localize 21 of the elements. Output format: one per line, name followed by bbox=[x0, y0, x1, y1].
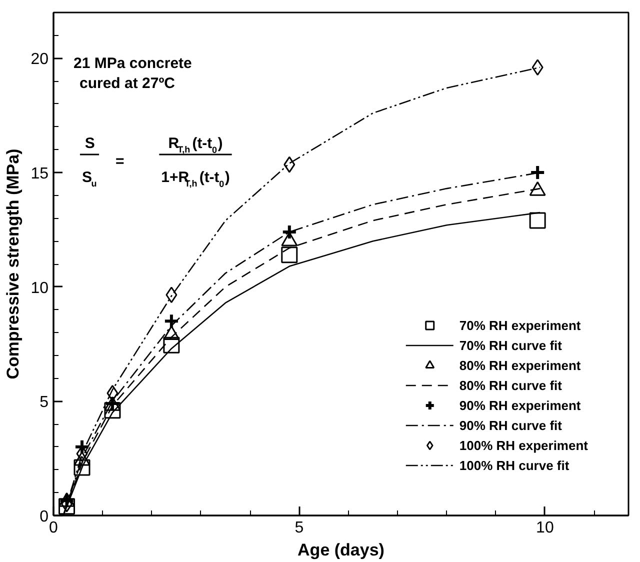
x-tick-label: 5 bbox=[294, 520, 304, 536]
annotation: cured at 27ºC bbox=[80, 75, 176, 92]
annotation: = bbox=[116, 153, 124, 170]
y-tick-label: 20 bbox=[30, 51, 49, 68]
legend-label: 70% RH experiment bbox=[459, 317, 581, 333]
legend-label: 70% RH curve fit bbox=[459, 337, 562, 353]
y-tick-label: 15 bbox=[30, 166, 49, 183]
annotation: 21 MPa concrete bbox=[74, 55, 192, 72]
legend-label: 100% RH experiment bbox=[459, 437, 588, 453]
x-tick-label: 10 bbox=[536, 520, 554, 536]
y-axis-title: Compressive strength (MPa) bbox=[4, 148, 23, 380]
x-axis-title: Age (days) bbox=[298, 540, 384, 560]
y-tick-label: 0 bbox=[40, 508, 49, 526]
legend-label: 90% RH experiment bbox=[459, 397, 581, 413]
legend-label: 80% RH experiment bbox=[459, 357, 581, 373]
annotation: S bbox=[84, 135, 95, 152]
legend-label: 100% RH curve fit bbox=[459, 457, 570, 473]
legend-label: 80% RH curve fit bbox=[459, 377, 562, 393]
legend-label: 90% RH curve fit bbox=[459, 417, 562, 433]
y-tick-label: 10 bbox=[30, 280, 49, 297]
y-tick-label: 5 bbox=[40, 394, 49, 412]
